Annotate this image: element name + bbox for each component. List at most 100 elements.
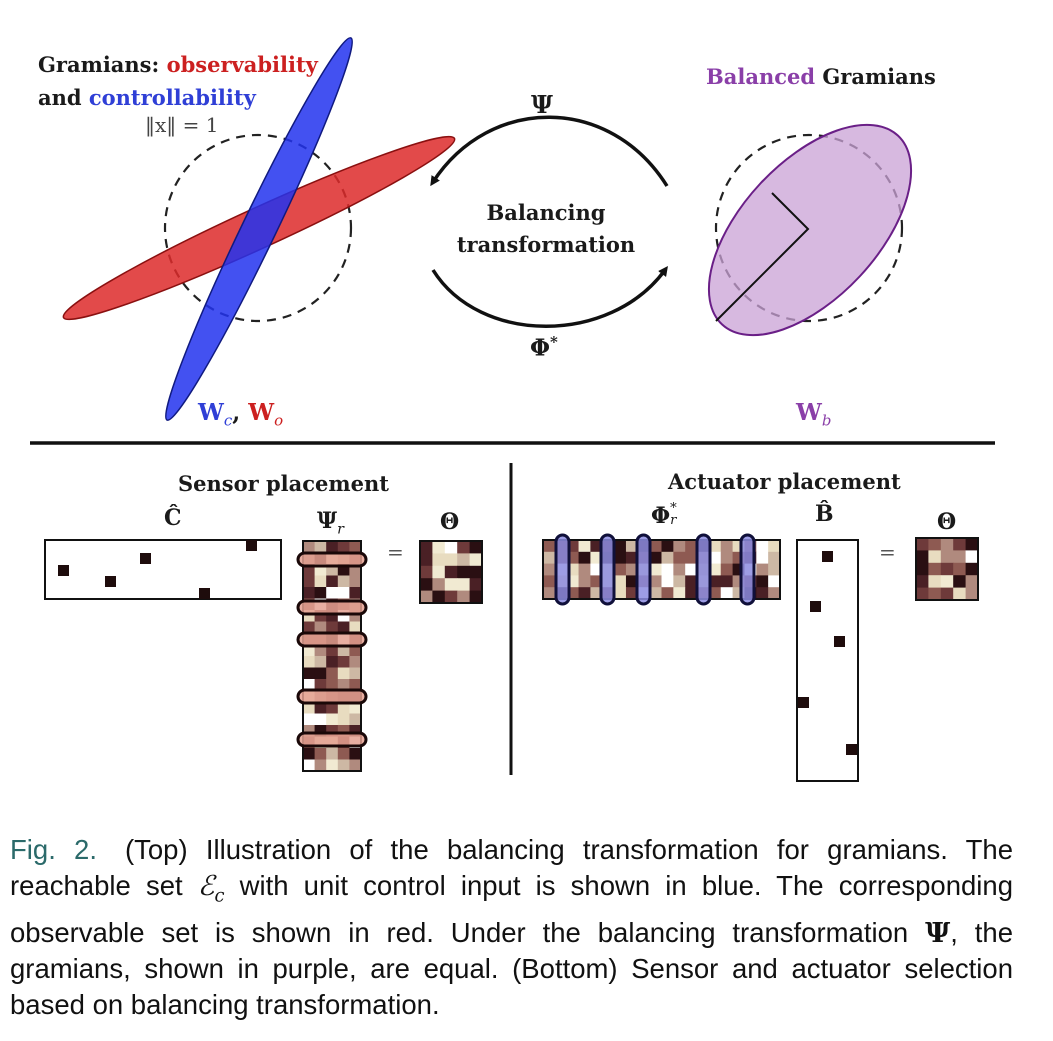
gramians-legend: Gramians: observability and controllabil… — [38, 48, 318, 114]
matrix-cell — [432, 541, 446, 554]
matrix-cell — [928, 550, 942, 564]
matrix-cell — [337, 725, 350, 737]
matrix-cell — [444, 565, 458, 579]
matrix-cell — [337, 702, 350, 714]
matrix-cell — [469, 553, 483, 567]
caption-set-symbol: ℰc — [197, 870, 225, 907]
phi-star-base: Φ — [530, 334, 551, 362]
matrix-cell — [578, 540, 591, 553]
selection-band — [554, 533, 571, 606]
matrix-cell — [578, 587, 591, 600]
c-hat-entries — [58, 540, 257, 599]
matrix-cell — [420, 541, 433, 554]
balanced-word: Balanced — [706, 64, 816, 89]
caption-text-2: with unit control input is shown in blue… — [10, 870, 1013, 948]
matrix-cell — [457, 578, 470, 591]
b-hat-entries — [798, 551, 857, 755]
psi-r-border — [302, 540, 362, 772]
matrix-cell — [685, 563, 698, 576]
matrix-cell — [349, 702, 362, 714]
matrix-cell — [326, 713, 339, 726]
matrix-cell — [940, 538, 954, 551]
matrix-cell — [337, 759, 350, 772]
matrix-cell — [303, 541, 315, 553]
matrix-cell — [685, 540, 698, 553]
theta-matrix-actuator — [916, 538, 979, 601]
phi-r-label: Φ * r — [651, 502, 677, 529]
matrix-cell — [916, 575, 929, 588]
matrix-cell — [349, 621, 362, 634]
selection-band — [695, 533, 712, 606]
matrix-cell — [625, 575, 639, 588]
matrix-cell — [303, 564, 315, 576]
balancing-transformation-label: Balancing transformation — [456, 200, 636, 257]
matrix-cell — [720, 540, 733, 553]
matrix-cell — [337, 713, 350, 726]
matrix-cell — [349, 748, 362, 760]
matrix-cell — [349, 587, 362, 599]
matrix-cell — [326, 575, 339, 588]
caption-text-3: , the gramians, shown in purple, are equ… — [10, 916, 1013, 1020]
matrix-cell — [337, 644, 350, 657]
matrix-cell — [457, 541, 470, 554]
caption-set-symbol-base: ℰ — [197, 870, 215, 902]
wo-base: W — [248, 399, 275, 426]
matrix-cell — [326, 644, 339, 657]
phi-star-sup: * — [550, 333, 558, 351]
c-hat-label: Ĉ — [164, 505, 182, 531]
wb-base: W — [796, 399, 822, 426]
matrix-cell — [940, 550, 954, 564]
matrix-cell — [916, 562, 929, 576]
wo-label: Wo — [248, 399, 283, 430]
matrix-cell — [685, 587, 698, 600]
selection-band — [739, 533, 756, 606]
matrix-cell — [420, 590, 433, 604]
matrix-cell — [916, 550, 929, 564]
matrix-cell — [303, 644, 315, 657]
matrix-cell — [768, 587, 781, 600]
matrix-cell — [965, 562, 979, 576]
matrix-cell — [314, 667, 327, 680]
unit-norm-label: ‖x‖ = 1 — [145, 113, 219, 137]
balanced-gramians-title: Balanced Gramians — [706, 64, 936, 89]
matrix-cell — [349, 679, 362, 691]
matrix-cell — [337, 587, 350, 599]
equals-sign-sensor: = — [387, 540, 404, 564]
matrix-cell — [768, 551, 781, 564]
matrix-cell — [444, 553, 458, 567]
matrix-cell — [337, 656, 350, 668]
matrix-cell — [953, 550, 966, 564]
matrix-cell — [756, 575, 769, 588]
matrix-cell — [543, 575, 556, 588]
matrix-cell — [303, 575, 315, 588]
matrix-cell — [940, 587, 954, 601]
matrix-cell — [314, 713, 327, 726]
matrix-cell — [614, 551, 627, 564]
psi-r-sub: r — [337, 521, 344, 538]
matrix-cell — [953, 538, 966, 551]
matrix-cell — [314, 656, 327, 668]
matrix-cell — [303, 656, 315, 668]
matrix-cell — [326, 725, 339, 737]
gramians-prefix: Gramians: — [38, 52, 167, 77]
wo-sub: o — [274, 411, 284, 430]
matrix-cell — [953, 562, 966, 576]
wc-sub: c — [223, 411, 233, 430]
matrix-cell — [314, 621, 327, 634]
matrix-cell — [314, 679, 327, 691]
matrix-cell — [661, 551, 674, 564]
matrix-cell — [940, 562, 954, 576]
matrix-cell — [349, 667, 362, 680]
matrix-cell — [543, 551, 556, 564]
matrix-cell — [720, 551, 733, 564]
matrix-cell — [673, 563, 686, 576]
matrix-cell — [432, 565, 446, 579]
matrix-cell — [673, 587, 686, 600]
selection-band — [296, 551, 368, 568]
matrix-cell — [708, 575, 722, 588]
matrix-cell — [673, 551, 686, 564]
matrix-cell — [649, 563, 662, 576]
matrix-cell — [708, 563, 722, 576]
psi-r-label: Ψr — [317, 508, 344, 537]
matrix-cell — [685, 575, 698, 588]
